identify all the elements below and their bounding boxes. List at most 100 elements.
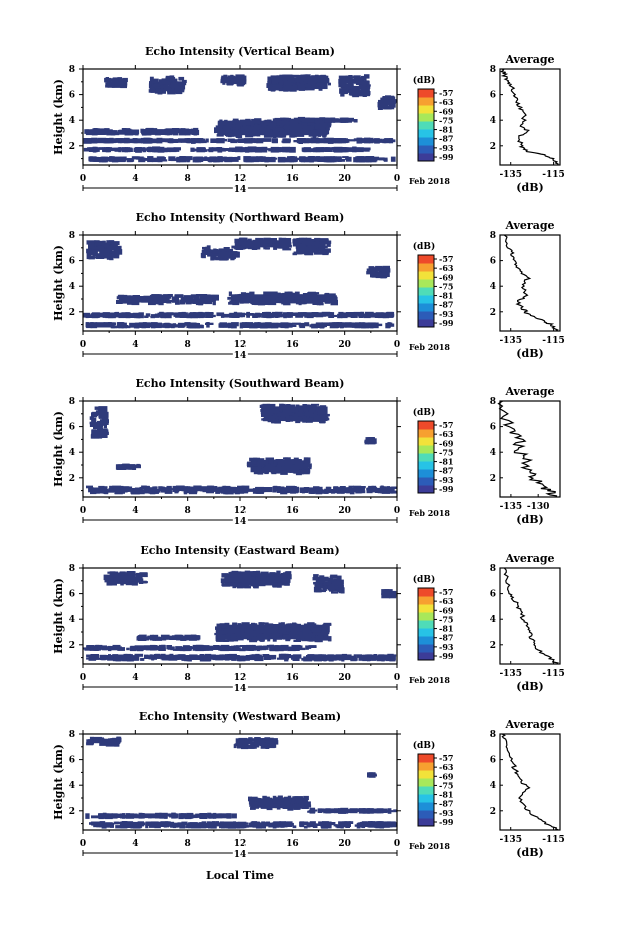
x-tick-label: 20 [338,839,351,849]
echo-cell [330,809,340,812]
echo-cell [243,156,251,162]
x-tick-label: 4 [132,506,138,516]
echo-cell [193,312,200,318]
echo-cell [336,575,342,578]
echo-cell [259,742,266,746]
echo-cell [269,644,275,651]
echo-cell [154,301,159,304]
echo-cell [105,82,109,88]
x-tick-label: 12 [234,340,247,350]
echo-cell [93,489,99,493]
echo-cell [258,627,264,634]
echo-cell [136,156,144,160]
echo-cell [161,644,166,649]
echo-cell [358,656,364,661]
echo-cell [117,322,125,326]
echo-cell [291,131,295,136]
echo-cell [313,574,319,578]
echo-cell [293,457,299,463]
echo-cell [307,87,315,90]
echo-cell [153,138,160,143]
echo-cell [272,795,277,799]
echo-cell [152,146,160,153]
y-axis-label: Height (km) [52,245,65,321]
x-tick-label: 0 [394,174,400,184]
echo-cell [158,638,167,641]
echo-cell [340,488,345,494]
echo-cell [358,313,364,318]
echo-cell [195,157,201,161]
echo-cell [268,459,274,464]
echo-cell [283,322,293,328]
colorbar-segment [418,770,434,779]
echo-cell [251,118,259,124]
echo-cell [365,437,374,442]
echo-cell [232,124,238,128]
echo-cell [245,583,250,588]
day-label: 14 [234,517,247,527]
echo-cell [97,407,106,412]
echo-cell [331,591,339,594]
echo-cell [218,637,224,642]
echo-cell [276,77,283,83]
colorbar-segment [418,794,434,803]
avg-y-tick-label: 6 [490,257,496,267]
echo-cell [276,120,283,124]
echo-cell [98,412,105,418]
echo-cell [298,87,306,91]
echo-cell [266,403,276,410]
echo-cell [315,589,321,593]
echo-cell [346,655,356,660]
echo-cell [125,326,131,329]
echo-cell [253,457,260,461]
echo-cell [270,75,279,80]
echo-cell [225,157,235,162]
echo-cell [341,823,350,826]
echo-cell [281,802,290,805]
echo-cell [252,315,258,318]
echo-cell [385,657,394,662]
echo-cell [312,632,321,635]
echo-cell [339,117,348,123]
avg-y-tick-label: 8 [490,397,496,407]
echo-cell [96,644,103,647]
echo-cell [302,799,308,804]
echo-cell [320,585,328,589]
echo-cell [194,323,200,329]
avg-y-tick-label: 6 [490,756,496,766]
echo-cell [296,75,301,80]
echo-cell [265,796,270,800]
echo-cell [172,138,180,142]
echo-cell [267,159,276,163]
echo-cell [212,249,221,254]
echo-cell [144,315,149,318]
echo-cell [365,80,369,86]
echo-cell [227,322,236,328]
echo-cell [210,138,219,143]
echo-cell [109,571,116,575]
day-label: 14 [234,850,247,860]
echo-cell [111,250,119,256]
echo-cell [202,246,210,250]
echo-cell [199,813,208,819]
echo-cell [164,314,172,319]
echo-cell [275,467,280,472]
echo-cell [299,416,304,422]
echo-cell [198,302,203,306]
echo-cell [179,813,185,819]
echo-cell [90,491,97,494]
echo-cell [283,468,287,474]
echo-cell [295,419,301,424]
echo-cell [353,654,357,658]
echo-cell [359,810,368,813]
echo-cell [277,84,283,91]
echo-cell [314,237,321,242]
echo-cell [93,128,98,134]
echo-cell [177,636,182,640]
echo-cell [215,487,222,493]
echo-cell [270,466,277,471]
echo-cell [302,312,307,316]
echo-cell [206,823,210,827]
x-tick-label: 12 [234,174,247,184]
echo-cell [228,313,237,318]
